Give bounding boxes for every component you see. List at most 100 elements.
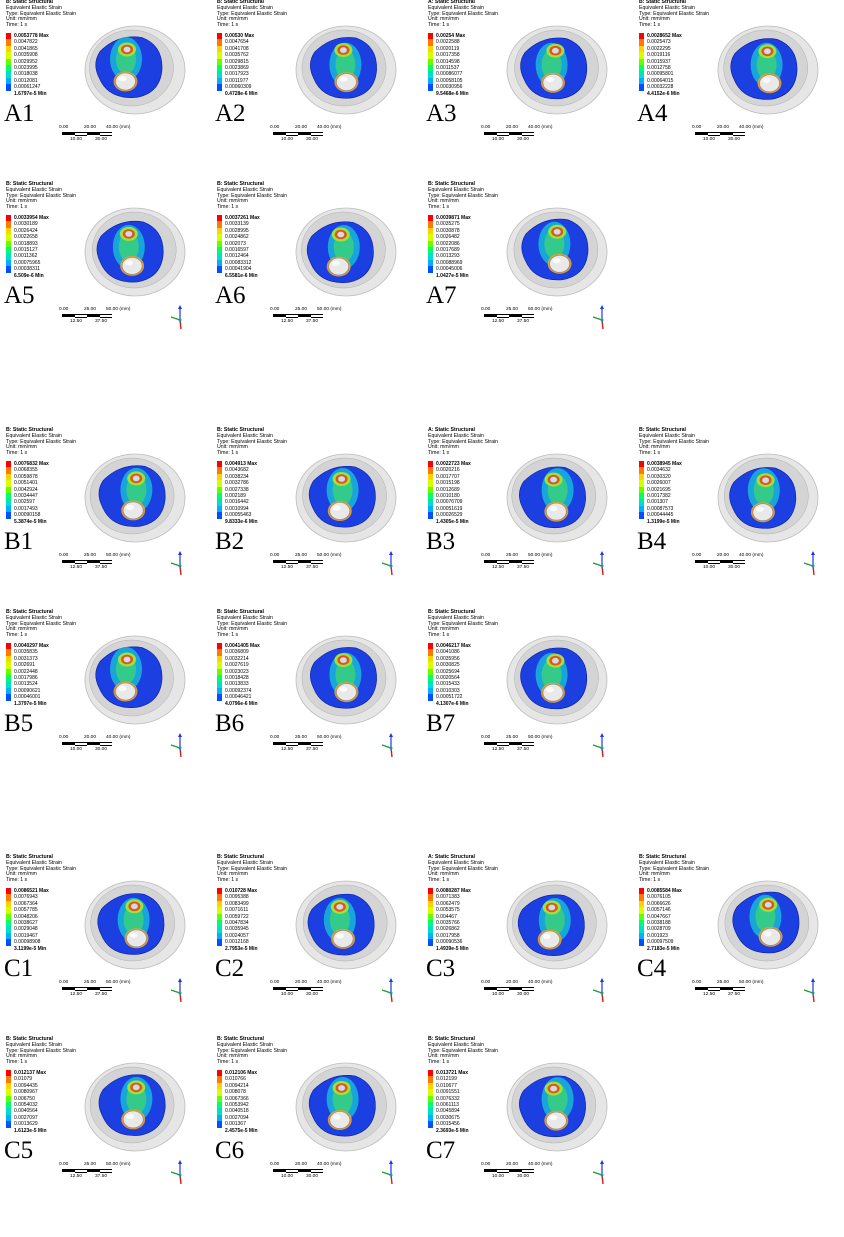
screw-highlight	[549, 506, 558, 512]
scale-segment	[298, 742, 311, 745]
legend-min-value: 6.5581e-6 Min	[225, 272, 258, 279]
legend-swatch	[428, 505, 433, 513]
legend-swatch	[428, 227, 433, 235]
legend-value: 0.002597	[14, 499, 35, 506]
result-panel: B: Static Structural Equivalent Elastic S…	[211, 609, 422, 810]
legend-swatch	[428, 939, 433, 946]
scale-bar: 0.00 20.00 40.00 (mm) 10.00 30.00	[481, 125, 584, 152]
legend-row: 0.0018428	[217, 674, 287, 682]
scale-tick-label: 25.00	[84, 1162, 97, 1167]
header-line-4: Unit: mm/mm	[6, 16, 37, 23]
implant-model-render	[295, 880, 397, 970]
screw-highlight	[118, 685, 127, 692]
legend-swatch	[217, 1089, 222, 1096]
header-line-2: Equivalent Elastic Strain	[6, 614, 62, 621]
scale-bar: 0.00 20.00 40.00 (mm) 10.00 30.00	[481, 1162, 584, 1189]
panel-header: B: Static Structural Equivalent Elastic S…	[428, 1036, 498, 1066]
scale-segment	[99, 132, 112, 136]
legend-swatch	[428, 246, 433, 254]
legend-swatch	[217, 461, 222, 468]
scale-tick-label: 37.50	[517, 747, 530, 752]
screw-head-lower	[752, 503, 774, 522]
scale-segment	[484, 1169, 497, 1172]
legend-value: 0.00098908	[14, 939, 41, 946]
result-panel: B: Static Structural Equivalent Elastic S…	[211, 427, 422, 628]
scale-tick-label: 0.00	[59, 553, 69, 558]
legend-row: 0.00026529	[428, 512, 498, 519]
header-line-3: Type: Equivalent Elastic Strain	[6, 192, 77, 199]
header-line-3: Type: Equivalent Elastic Strain	[639, 438, 710, 445]
screw-highlight	[552, 258, 561, 264]
legend-row: 6.5581e-6 Min	[217, 273, 287, 279]
legend-swatch	[6, 240, 11, 247]
legend-row: 0.0011362	[6, 253, 76, 260]
panel-label: C7	[426, 1137, 456, 1164]
scale-tick-label: 12.50	[281, 319, 294, 324]
legend-swatch	[217, 894, 222, 901]
legend-swatch	[6, 1089, 11, 1096]
scale-tick-label: 25.00	[506, 553, 519, 558]
legend-value: 0.00086077	[436, 71, 463, 78]
legend-swatch	[428, 1070, 433, 1077]
legend-swatch	[428, 512, 433, 519]
triad-x-axis	[601, 565, 604, 576]
scale-tick-label: 20.00	[84, 735, 97, 740]
legend-max-value: 0.0022723 Max	[436, 461, 471, 467]
scale-tick-label: 20.00	[506, 125, 519, 130]
scale-segment	[273, 742, 286, 745]
legend-row: 0.006750	[6, 1095, 76, 1102]
triad-x-axis	[390, 747, 393, 758]
header-line-2: Equivalent Elastic Strain	[217, 614, 273, 621]
header-line-3: Type: Equivalent Elastic Strain	[428, 10, 499, 17]
result-panel: B: Static Structural Equivalent Elastic S…	[211, 181, 422, 382]
screw-highlight	[331, 260, 340, 267]
implant-model-render	[506, 635, 608, 725]
legend-max-value: 0.012106 Max	[225, 1070, 257, 1076]
legend-row: 0.0068355	[6, 467, 76, 474]
screw-highlight	[129, 932, 138, 938]
legend-swatch	[217, 662, 222, 669]
header-line-5: Time: 1 s	[428, 877, 450, 884]
legend-min-value: 5.3874e-5 Min	[14, 518, 47, 525]
legend-swatch	[217, 58, 222, 65]
triad-y-axis	[803, 989, 814, 994]
header-line-2: Equivalent Elastic Strain	[639, 859, 695, 866]
color-legend: 0.0037261 Max 0.0033139 0.0028995 0.0024862…	[217, 215, 287, 279]
legend-value: 0.00095801	[647, 71, 674, 78]
axis-triad-icon	[592, 978, 604, 1003]
screw-head-upper	[549, 476, 558, 483]
legend-min-value: 1.3797e-5 Min	[14, 700, 47, 707]
legend-row: 0.0066626	[639, 900, 709, 908]
triad-y-axis	[803, 562, 814, 567]
legend-row: 0.00046001	[6, 694, 76, 701]
legend-swatch	[217, 473, 222, 481]
triad-y-axis	[592, 1171, 603, 1176]
triad-origin	[811, 564, 815, 568]
scale-tick-label: 37.50	[95, 992, 108, 997]
legend-min-value: 9.8333e-6 Min	[225, 518, 258, 525]
scale-segment	[285, 1169, 298, 1173]
scale-segment	[310, 987, 323, 991]
header-line-2: Equivalent Elastic Strain	[6, 432, 62, 439]
triad-y-axis	[592, 562, 603, 567]
legend-swatch	[217, 1076, 222, 1083]
scale-tick-label: 0.00	[59, 735, 69, 740]
legend-swatch	[217, 266, 222, 273]
legend-row: 3.1199e-5 Min	[6, 946, 76, 952]
scale-tick-label: 30.00	[728, 137, 741, 142]
legend-row: 0.0029952	[6, 58, 76, 65]
legend-row: 0.0032786	[217, 480, 287, 487]
screw-head-upper	[132, 475, 141, 482]
legend-swatch	[639, 505, 644, 513]
legend-swatch	[6, 913, 11, 920]
scale-tick-label: 10.00	[281, 137, 294, 142]
scale-tick-label: 12.50	[70, 319, 83, 324]
panel-label: A5	[4, 282, 35, 309]
legend-row: 0.0020564	[428, 674, 498, 682]
legend-swatch	[6, 492, 11, 500]
scale-tick-label: 40.00 (mm)	[317, 980, 342, 985]
triad-x-axis	[812, 992, 815, 1003]
legend-value: 0.001367	[225, 1121, 246, 1128]
scale-segment	[285, 314, 298, 318]
scale-segment	[273, 560, 286, 563]
